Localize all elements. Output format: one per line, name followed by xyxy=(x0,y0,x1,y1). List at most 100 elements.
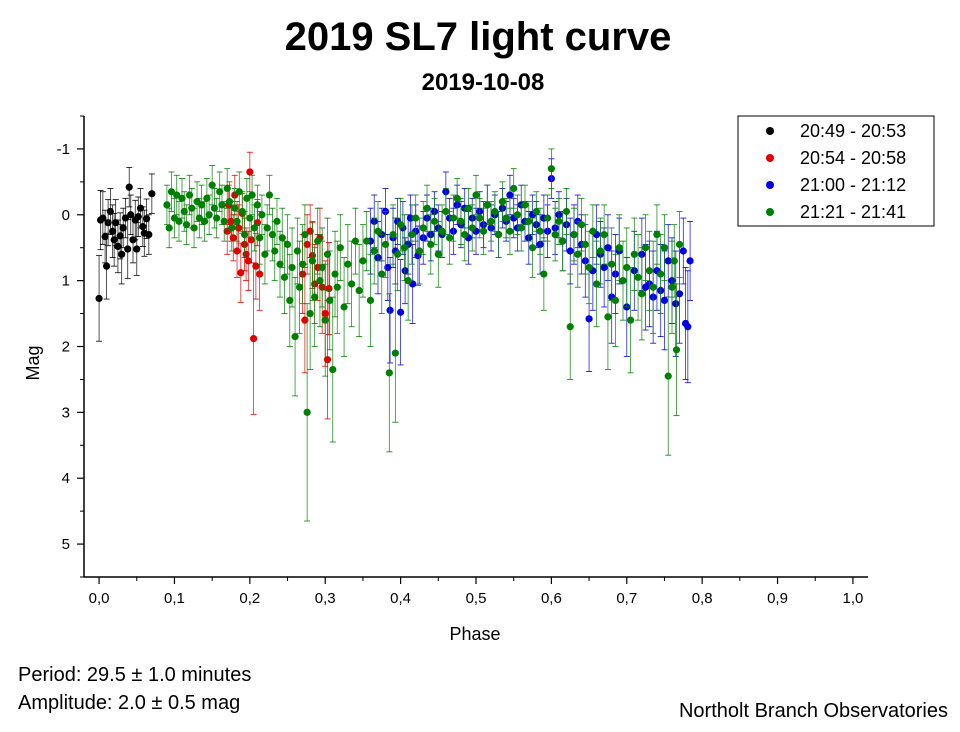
data-point xyxy=(124,245,132,253)
x-tick-label: 0,7 xyxy=(616,590,637,607)
x-tick-label: 1,0 xyxy=(842,590,863,607)
chart-subtitle: 2019-10-08 xyxy=(422,69,545,96)
data-point xyxy=(366,296,375,304)
x-tick-label: 0,9 xyxy=(767,590,788,607)
data-point xyxy=(670,257,678,265)
x-tick-label: 0,5 xyxy=(466,590,487,607)
data-point xyxy=(188,204,196,212)
data-point xyxy=(608,260,616,268)
data-point xyxy=(326,296,334,304)
data-point xyxy=(415,247,424,255)
data-point xyxy=(619,277,627,285)
data-point xyxy=(672,300,680,308)
data-point xyxy=(476,214,484,222)
data-point xyxy=(457,217,465,225)
y-tick-label: 2 xyxy=(62,339,70,356)
data-point xyxy=(121,214,130,222)
data-point xyxy=(348,280,356,288)
data-point xyxy=(225,198,234,206)
data-point xyxy=(201,217,209,225)
data-point xyxy=(116,232,124,240)
data-point xyxy=(256,270,264,278)
data-point xyxy=(430,217,439,225)
data-point xyxy=(525,217,533,225)
y-tick-label: 1 xyxy=(62,273,70,290)
x-tick-label: 0,1 xyxy=(164,590,185,607)
data-point xyxy=(314,237,322,245)
data-point xyxy=(103,262,111,270)
data-point xyxy=(243,194,251,202)
data-point xyxy=(286,296,294,304)
data-point xyxy=(389,230,397,239)
data-point xyxy=(106,207,114,216)
data-point xyxy=(653,230,661,239)
data-point xyxy=(195,214,203,222)
data-point xyxy=(218,201,226,209)
data-point xyxy=(581,240,589,249)
x-tick-label: 0,0 xyxy=(89,590,110,607)
data-point xyxy=(258,211,266,219)
data-point xyxy=(401,267,409,275)
data-point xyxy=(273,217,281,225)
data-point xyxy=(449,214,457,222)
data-point xyxy=(125,183,133,191)
data-point xyxy=(246,168,254,176)
data-point xyxy=(133,245,141,253)
data-point xyxy=(190,224,198,232)
data-point xyxy=(247,236,255,244)
data-point xyxy=(119,224,127,232)
data-point xyxy=(468,224,476,232)
data-point xyxy=(331,270,339,278)
x-tick-label: 0,3 xyxy=(315,590,336,607)
data-point xyxy=(686,257,694,265)
data-point xyxy=(288,263,296,272)
data-point xyxy=(283,240,292,249)
data-point xyxy=(419,224,427,232)
y-axis-ticks: -1 0 1 2 3 4 5 xyxy=(57,115,84,578)
data-point xyxy=(536,227,544,235)
data-point xyxy=(585,263,593,272)
data-point xyxy=(630,250,638,258)
data-point xyxy=(412,214,420,222)
data-point xyxy=(510,184,518,193)
data-point xyxy=(101,232,109,241)
data-point xyxy=(229,234,237,242)
data-point xyxy=(391,349,399,357)
data-point xyxy=(604,313,612,321)
data-point xyxy=(142,215,151,223)
data-point xyxy=(370,247,378,255)
data-point xyxy=(384,263,392,272)
data-point xyxy=(566,247,574,255)
data-point xyxy=(562,207,571,216)
data-point xyxy=(129,236,137,244)
data-point xyxy=(271,247,279,255)
data-point xyxy=(165,224,173,232)
data-point xyxy=(198,201,206,209)
legend-marker-2 xyxy=(766,154,774,162)
data-point xyxy=(278,234,286,242)
x-tick-label: 0,2 xyxy=(239,590,260,607)
data-point xyxy=(483,201,491,209)
data-point xyxy=(323,250,332,258)
data-point xyxy=(498,198,506,206)
data-point xyxy=(502,214,510,222)
data-point xyxy=(589,227,597,235)
data-point xyxy=(446,234,454,242)
data-point xyxy=(114,242,122,250)
data-point xyxy=(386,306,394,314)
data-point xyxy=(521,201,529,209)
period-text: Period: 29.5 ± 1.0 minutes xyxy=(18,664,252,686)
data-point xyxy=(175,217,183,225)
data-point xyxy=(427,240,435,249)
y-tick-label: 4 xyxy=(62,470,70,487)
data-point xyxy=(381,240,390,249)
legend-marker-1 xyxy=(766,127,774,135)
data-point xyxy=(344,260,352,268)
data-point xyxy=(329,365,337,374)
data-point xyxy=(311,293,319,301)
data-point xyxy=(472,191,480,199)
data-point xyxy=(434,250,442,258)
data-point xyxy=(163,201,171,209)
data-point xyxy=(237,269,245,277)
data-point xyxy=(244,257,252,265)
